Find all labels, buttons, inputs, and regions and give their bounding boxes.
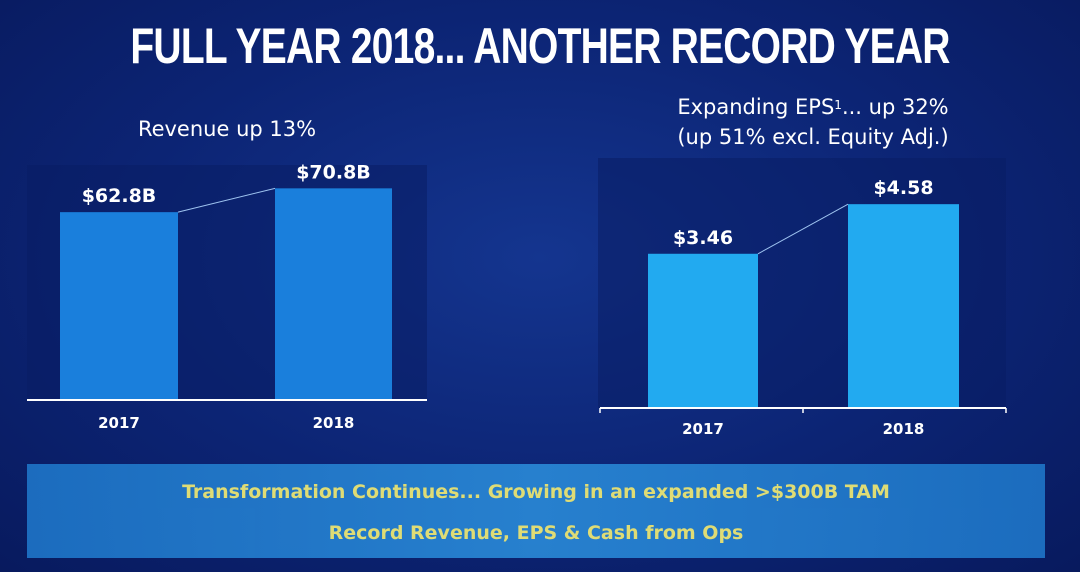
banner-line-1: Transformation Continues... Growing in a… <box>182 481 890 503</box>
eps-growth-connector <box>757 203 849 255</box>
page-title: FULL YEAR 2018... ANOTHER RECORD YEAR <box>130 18 950 74</box>
revenue-bar-2018 <box>275 188 392 399</box>
summary-banner: Transformation Continues... Growing in a… <box>27 464 1045 558</box>
eps-value-label: $3.46 <box>673 227 733 249</box>
eps-value-label: $4.58 <box>873 177 933 199</box>
revenue-value-label: $62.8B <box>82 185 157 207</box>
eps-subtitle: Expanding EPS1... up 32% (up 51% excl. E… <box>598 92 1028 152</box>
banner-line-2: Record Revenue, EPS & Cash from Ops <box>328 522 744 544</box>
eps-bar-2017 <box>648 253 758 407</box>
eps-subtitle-line1-pre: Expanding EPS <box>677 95 835 119</box>
revenue-tick-label: 2017 <box>98 414 140 432</box>
eps-subtitle-line2: (up 51% excl. Equity Adj.) <box>677 125 949 149</box>
eps-tick-label: 2017 <box>682 420 724 438</box>
revenue-value-label: $70.8B <box>296 161 371 183</box>
eps-subtitle-line1-post: ... up 32% <box>841 95 949 119</box>
eps-bar-2018 <box>848 204 959 407</box>
revenue-tick-label: 2018 <box>313 414 355 432</box>
revenue-bar-2017 <box>60 212 178 399</box>
revenue-growth-connector <box>177 187 276 213</box>
eps-tick-label: 2018 <box>883 420 925 438</box>
eps-footnote-marker: 1 <box>834 98 842 112</box>
revenue-subtitle: Revenue up 13% <box>137 117 317 141</box>
